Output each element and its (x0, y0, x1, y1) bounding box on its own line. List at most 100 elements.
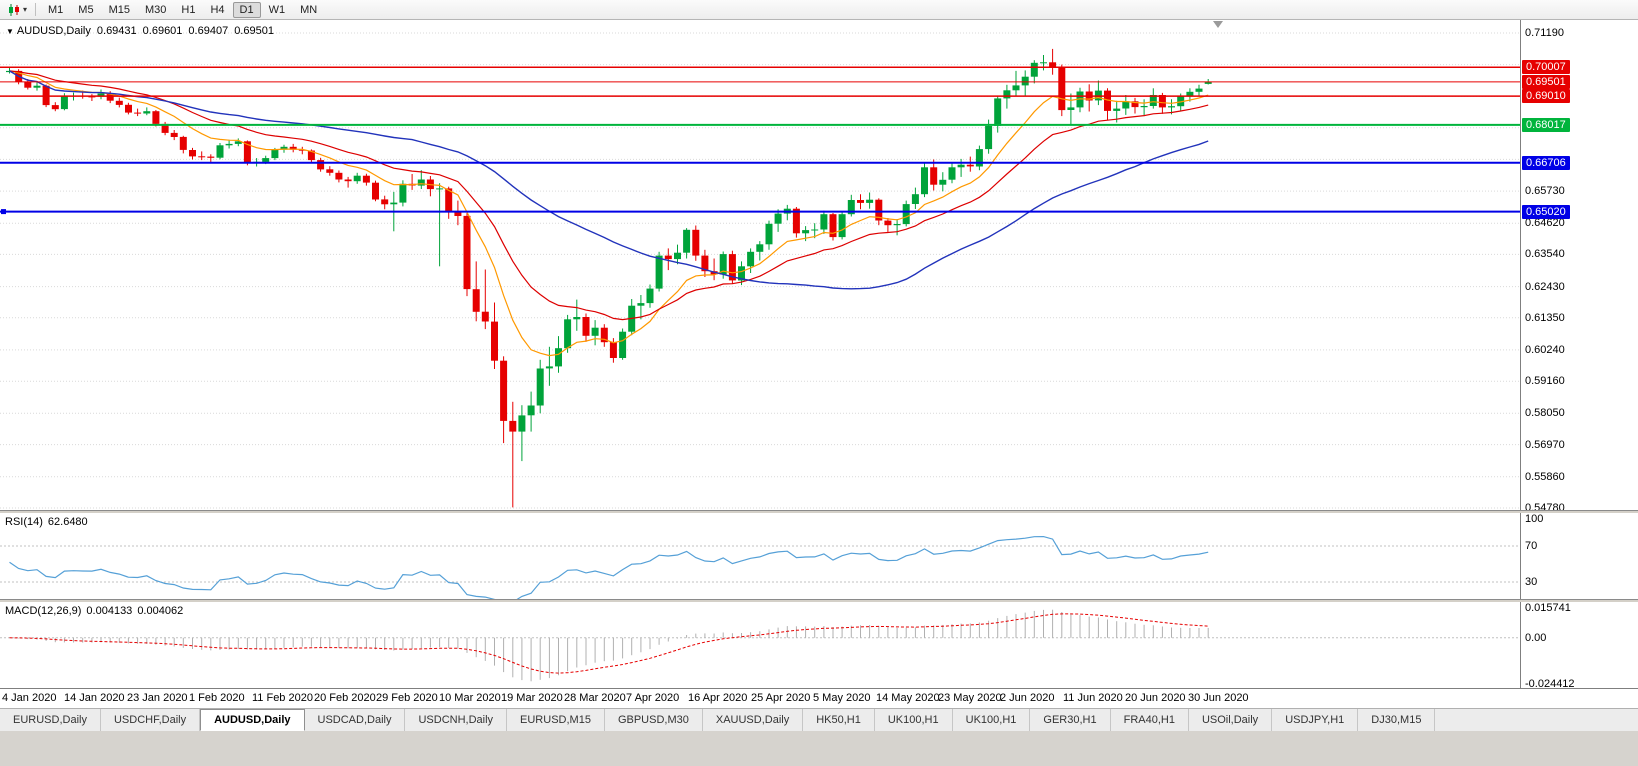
chart-ohlc-title: ▼ AUDUSD,Daily 0.69431 0.69601 0.69407 0.6950… (6, 25, 274, 37)
date-label: 20 Jun 2020 (1125, 692, 1186, 704)
date-label: 5 May 2020 (813, 692, 871, 704)
rsi-indicator-panel[interactable] (0, 513, 1520, 599)
date-label: 10 Mar 2020 (439, 692, 501, 704)
date-label: 1 Feb 2020 (189, 692, 245, 704)
date-label: 25 Apr 2020 (751, 692, 811, 704)
symbol-period-label: AUDUSD,Daily (16, 25, 91, 37)
price-tick-label: 0.61350 (1525, 312, 1565, 324)
date-label: 20 Feb 2020 (314, 692, 376, 704)
timeframe-buttons: M1 M5 M15 M30 H1 H4 D1 W1 MN (41, 1, 324, 18)
date-label: 16 Apr 2020 (688, 692, 748, 704)
timeframe-button-w1[interactable]: W1 (268, 3, 286, 16)
rsi-level-label: 70 (1525, 540, 1538, 552)
timeframe-button-m5[interactable]: M5 (78, 3, 94, 16)
timeframe-button-m30[interactable]: M30 (144, 3, 167, 16)
collapse-triangle-icon[interactable]: ▼ (6, 27, 14, 36)
rsi-level-label: 30 (1525, 576, 1538, 588)
macd-axis-label: -0.024412 (1525, 678, 1575, 690)
chart-tab-fra40-h1[interactable]: FRA40,H1 (1111, 709, 1189, 731)
chart-tab-usdchf-daily[interactable]: USDCHF,Daily (101, 709, 201, 731)
timeframe-button-h4[interactable]: H4 (210, 3, 225, 16)
price-tick-label: 0.71190 (1525, 27, 1564, 39)
date-label: 2 Jun 2020 (1000, 692, 1055, 704)
date-label: 30 Jun 2020 (1188, 692, 1249, 704)
timeframe-toolbar: ▾ M1 M5 M15 M30 H1 H4 D1 W1 MN (0, 0, 1638, 20)
price-tick-label: 0.65730 (1525, 185, 1565, 197)
price-level-badge: 0.68017 (1522, 118, 1570, 132)
window-footer (0, 731, 1638, 766)
main-price-chart[interactable] (0, 20, 1520, 510)
macd-signal-line (9, 613, 1209, 674)
chart-tab-bar: EURUSD,Daily USDCHF,Daily AUDUSD,Daily USDC… (0, 708, 1638, 731)
timeframe-button-h1[interactable]: H1 (181, 3, 196, 16)
price-tick-label: 0.60240 (1525, 344, 1565, 356)
price-level-badge: 0.66706 (1522, 156, 1570, 170)
price-tick-label: 0.62430 (1525, 281, 1565, 293)
timeframe-button-d1[interactable]: D1 (232, 1, 261, 18)
chart-tab-audusd-daily[interactable]: AUDUSD,Daily (200, 709, 305, 731)
price-tick-label: 0.55860 (1525, 471, 1565, 483)
price-level-badge: 0.65020 (1522, 205, 1570, 219)
chart-tab-usdcad-daily[interactable]: USDCAD,Daily (305, 709, 406, 731)
date-label: 23 Jan 2020 (127, 692, 188, 704)
chart-tab-uk100-h1[interactable]: UK100,H1 (875, 709, 953, 731)
price-level-badge: 0.70007 (1522, 60, 1570, 74)
chart-tab-ger30-h1[interactable]: GER30,H1 (1030, 709, 1111, 731)
macd-indicator-label: MACD(12,26,9) 0.004133 0.004062 (5, 605, 183, 617)
date-label: 11 Feb 2020 (252, 692, 313, 704)
chart-type-button[interactable]: ▾ (4, 3, 30, 17)
chart-tab-usoil-daily[interactable]: USOil,Daily (1189, 709, 1273, 731)
toolbar-separator (35, 3, 37, 16)
panel-separator[interactable] (0, 510, 1638, 513)
chart-tab-eurusd-daily[interactable]: EURUSD,Daily (0, 709, 101, 731)
chart-tab-hk50-h1[interactable]: HK50,H1 (803, 709, 875, 731)
moving-average-45[interactable] (9, 70, 1209, 290)
macd-signal-value: 0.004062 (137, 605, 184, 617)
timeframe-button-mn[interactable]: MN (300, 3, 318, 16)
date-label: 4 Jan 2020 (2, 692, 57, 704)
date-label: 28 Mar 2020 (564, 692, 626, 704)
chart-tab-usdcnh-daily[interactable]: USDCNH,Daily (405, 709, 508, 731)
rsi-value: 62.6480 (47, 516, 88, 528)
chart-tab-gbpusd-m30[interactable]: GBPUSD,M30 (605, 709, 703, 731)
price-level-badge: 0.69010 (1522, 89, 1570, 103)
date-label: 14 May 2020 (876, 692, 940, 704)
rsi-name: RSI(14) (5, 516, 43, 528)
price-tick-label: 0.58050 (1525, 407, 1565, 419)
chart-tab-uk100-h1[interactable]: UK100,H1 (953, 709, 1031, 731)
open-value: 0.69431 (96, 25, 137, 37)
macd-axis-label: 0.015741 (1525, 602, 1571, 614)
line-drag-handle[interactable] (1, 209, 6, 215)
date-label: 23 May 2020 (938, 692, 1002, 704)
date-label: 7 Apr 2020 (626, 692, 680, 704)
moving-average-10[interactable] (9, 70, 1209, 357)
date-label: 11 Jun 2020 (1063, 692, 1123, 704)
macd-axis-label: 0.00 (1525, 632, 1547, 644)
timeframe-button-m15[interactable]: M15 (108, 3, 130, 16)
panel-separator[interactable] (0, 599, 1638, 602)
chart-tab-dj30-m15[interactable]: DJ30,M15 (1358, 709, 1436, 731)
candles-layer[interactable] (6, 48, 1212, 508)
rsi-level-label: 100 (1525, 513, 1544, 525)
date-label: 14 Jan 2020 (64, 692, 125, 704)
low-value: 0.69407 (188, 25, 229, 37)
chart-tab-eurusd-m15[interactable]: EURUSD,M15 (507, 709, 605, 731)
date-label: 19 Mar 2020 (501, 692, 563, 704)
chart-tab-usdjpy-h1[interactable]: USDJPY,H1 (1272, 709, 1359, 731)
price-tick-label: 0.63540 (1525, 248, 1565, 260)
chart-shift-marker[interactable] (1213, 21, 1223, 28)
dropdown-caret-icon: ▾ (23, 5, 28, 14)
macd-indicator-panel[interactable] (0, 602, 1520, 688)
time-scale[interactable]: 4 Jan 2020 14 Jan 2020 23 Jan 2020 1 Feb 20… (0, 688, 1638, 708)
macd-name: MACD(12,26,9) (5, 605, 82, 617)
candlestick-chart-icon (9, 3, 19, 16)
price-tick-label: 0.59160 (1525, 375, 1565, 387)
date-label: 29 Feb 2020 (376, 692, 438, 704)
moving-average-21[interactable] (9, 70, 1209, 321)
rsi-line (9, 535, 1209, 599)
price-scale[interactable]: 0.71190 0.65730 0.64620 0.63540 0.62430 0.613… (1520, 20, 1638, 690)
price-gridlines (0, 32, 1520, 509)
chart-tab-xauusd-daily[interactable]: XAUUSD,Daily (703, 709, 804, 731)
timeframe-button-m1[interactable]: M1 (48, 3, 64, 16)
